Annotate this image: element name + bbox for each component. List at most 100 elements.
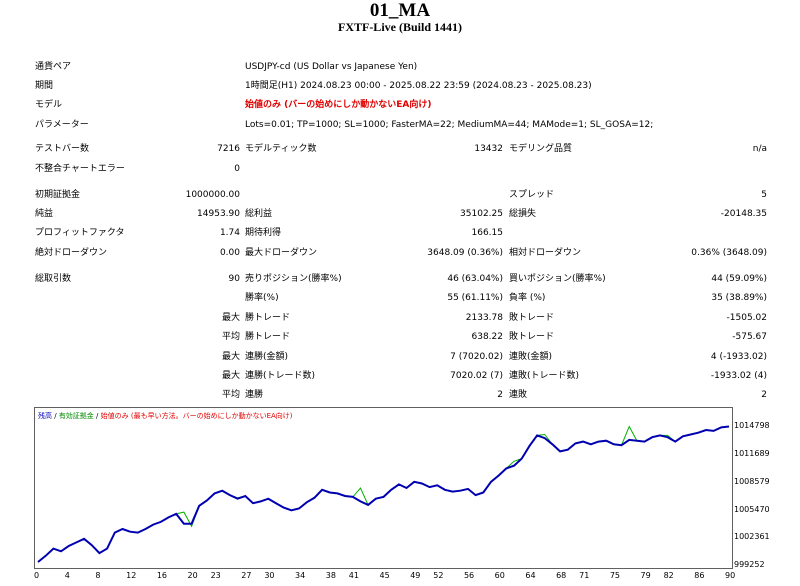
x-tick-label: 38	[325, 571, 336, 580]
ticks-label: モデルティック数	[245, 144, 317, 154]
y-tick-label: 1011689	[734, 449, 770, 459]
loss-rate-value: 35 (38.89%)	[711, 293, 767, 303]
x-tick-label: 64	[525, 571, 536, 580]
profit-factor-value: 1.74	[219, 228, 240, 238]
expected-payoff-label: 期待利得	[245, 228, 282, 238]
spread-label: スプレッド	[509, 190, 555, 200]
x-tick-label: 90	[725, 571, 736, 580]
expected-payoff-value: 166.15	[471, 228, 504, 238]
max-consecutive2-label: 最大	[221, 371, 240, 381]
short-positions-value: 46 (63.04%)	[447, 274, 503, 284]
largest-win-value: 2133.78	[465, 313, 503, 323]
model-label: モデル	[35, 100, 63, 110]
legend-separator: /	[93, 412, 101, 420]
period-value: 1時間足(H1) 2024.08.23 00:00 - 2025.08.22 2…	[245, 81, 592, 91]
y-tick-label: 1002361	[734, 532, 770, 542]
largest-label: 最大	[221, 313, 240, 323]
symbol-value: USDJPY-cd (US Dollar vs Japanese Yen)	[245, 62, 418, 72]
deposit-value: 1000000.00	[185, 190, 240, 200]
win-rate-label: 勝率(%)	[245, 293, 279, 303]
max-consecutive-wins-value: 7 (7020.02)	[450, 352, 503, 362]
balance-chart: 残高 / 有効証拠金 / 始値のみ (最も早い方法。バーの始めにしか動かないEA…	[34, 407, 733, 569]
x-tick-label: 4	[64, 571, 70, 580]
x-tick-label: 82	[663, 571, 674, 580]
parameters-label: パラメーター	[35, 120, 89, 130]
average-loss-value: -575.67	[732, 332, 767, 342]
max-consecutive-loss-label: 連敗(トレード数)	[509, 371, 580, 381]
average-consecutive-losses-value: 2	[761, 390, 767, 400]
legend-model: 始値のみ (最も早い方法。バーの始めにしか動かないEA向け)	[100, 412, 293, 420]
average-consecutive-label: 平均	[221, 390, 240, 400]
y-tick-label: 999252	[734, 560, 765, 569]
largest-win-label: 勝トレード	[245, 313, 291, 323]
maximal-drawdown-value: 3648.09 (0.36%)	[427, 248, 503, 258]
win-rate-value: 55 (61.11%)	[447, 293, 503, 303]
model-value: 始値のみ (バーの始めにしか動かないEA向け)	[245, 100, 432, 110]
x-tick-label: 8	[95, 571, 101, 580]
short-positions-label: 売りポジション(勝率%)	[245, 274, 342, 284]
period-label: 期間	[35, 81, 54, 91]
largest-loss-value: -1505.02	[726, 313, 767, 323]
gross-profit-value: 35102.25	[460, 209, 503, 219]
profit-factor-label: プロフィットファクタ	[35, 228, 125, 238]
long-positions-label: 買いポジション(勝率%)	[509, 274, 606, 284]
maximal-drawdown-label: 最大ドローダウン	[245, 248, 318, 258]
total-trades-value: 90	[228, 274, 240, 284]
x-tick-label: 45	[379, 571, 390, 580]
legend-equity: 有効証拠金	[58, 412, 94, 420]
x-tick-label: 34	[295, 571, 306, 580]
deposit-label: 初期証拠金	[35, 190, 81, 200]
legend-separator: /	[52, 412, 59, 420]
x-tick-label: 49	[410, 571, 421, 580]
net-profit-value: 14953.90	[197, 209, 240, 219]
long-positions-value: 44 (59.09%)	[711, 274, 767, 284]
x-tick-label: 86	[694, 571, 705, 580]
max-consecutive-profit-label: 連勝(トレード数)	[245, 371, 316, 381]
quality-label: モデリング品質	[509, 144, 573, 154]
average-consecutive-wins-value: 2	[497, 390, 503, 400]
equity-line	[37, 425, 730, 563]
total-trades-label: 総取引数	[35, 274, 72, 284]
mismatch-label: 不整合チャートエラー	[35, 164, 125, 174]
bars-label: テストバー数	[35, 144, 90, 154]
absolute-drawdown-label: 絶対ドローダウン	[35, 248, 108, 258]
net-profit-label: 純益	[35, 209, 54, 219]
gross-profit-label: 総利益	[245, 209, 273, 219]
relative-drawdown-label: 相対ドローダウン	[509, 248, 582, 258]
x-tick-label: 52	[433, 571, 444, 580]
balance-line	[37, 425, 730, 563]
bars-value: 7216	[217, 144, 240, 154]
quality-value: n/a	[752, 144, 767, 154]
max-consecutive-profit-value: 7020.02 (7)	[450, 371, 503, 381]
absolute-drawdown-value: 0.00	[219, 248, 240, 258]
ticks-value: 13432	[474, 144, 503, 154]
largest-loss-label: 敗トレード	[509, 313, 555, 323]
max-consecutive-losses-value: 4 (-1933.02)	[710, 352, 767, 362]
x-tick-label: 56	[463, 571, 475, 580]
average-win-label: 勝トレード	[245, 332, 291, 342]
x-tick-label: 60	[494, 571, 505, 580]
x-tick-label: 75	[609, 571, 621, 580]
average-loss-label: 敗トレード	[509, 332, 555, 342]
y-tick-label: 1005470	[734, 504, 770, 514]
server-name: FXTF-Live (Build 1441)	[337, 20, 462, 34]
x-tick-label: 71	[579, 571, 590, 580]
x-tick-label: 20	[187, 571, 198, 580]
y-tick-label: 1008579	[734, 476, 770, 486]
average-label: 平均	[221, 332, 240, 342]
legend-balance: 残高	[38, 412, 52, 420]
x-tick-label: 23	[210, 571, 221, 580]
max-consecutive-label: 最大	[221, 352, 240, 362]
x-tick-label: 12	[126, 571, 137, 580]
gross-loss-value: -20148.35	[720, 209, 767, 219]
x-tick-label: 30	[264, 571, 275, 580]
x-tick-label: 79	[640, 571, 651, 580]
relative-drawdown-value: 0.36% (3648.09)	[691, 248, 767, 258]
symbol-label: 通貨ペア	[35, 62, 72, 72]
gross-loss-label: 総損失	[509, 209, 537, 219]
x-tick-label: 41	[348, 571, 359, 580]
loss-rate-label: 負率 (%)	[509, 293, 546, 303]
x-tick-label: 68	[556, 571, 567, 580]
mismatch-value: 0	[234, 164, 240, 174]
y-tick-label: 1014798	[734, 421, 770, 431]
